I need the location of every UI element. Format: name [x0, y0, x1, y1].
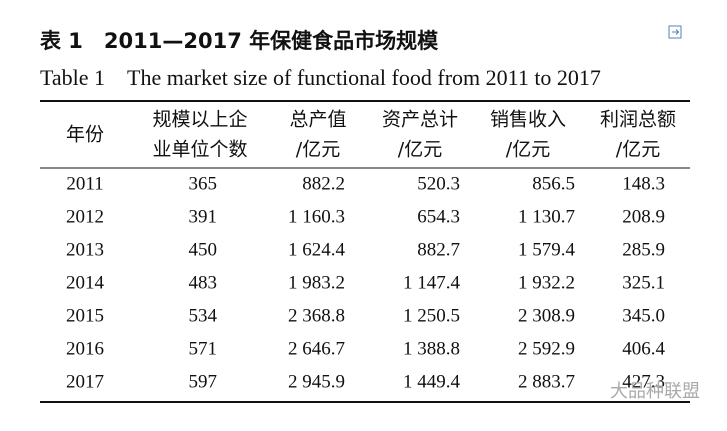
title: 表 1 2011—2017 年保健食品市场规模 [40, 29, 439, 53]
cell: 2 368.8 [288, 305, 345, 326]
cell: 2017 [66, 371, 104, 392]
cell: 856.5 [532, 173, 575, 194]
cell: 1 624.4 [288, 239, 346, 260]
header-cell: 利润总额 [600, 109, 676, 131]
cell: 391 [189, 206, 218, 227]
cell: 1 388.8 [403, 338, 460, 359]
cell: 2 592.9 [518, 338, 575, 359]
cell: 2013 [66, 239, 104, 260]
header-cell: /亿元 [506, 139, 550, 161]
icon [668, 25, 682, 39]
cell: 2012 [66, 206, 104, 227]
cell: 1 449.4 [403, 371, 461, 392]
cell: 1 579.4 [518, 239, 576, 260]
cell: 285.9 [622, 239, 665, 260]
cell: 2011 [66, 173, 103, 194]
cell: 406.4 [622, 338, 665, 359]
watermark: 大品种联盟 [610, 381, 700, 402]
cell: 148.3 [622, 173, 665, 194]
header-cell: /亿元 [616, 139, 660, 161]
header-cell: /亿元 [296, 139, 340, 161]
cell: 2014 [66, 272, 105, 293]
cell: 534 [189, 305, 218, 326]
cell: 2 308.9 [518, 305, 575, 326]
header-cell: 年份 [66, 124, 104, 146]
cell: 2016 [66, 338, 104, 359]
cell: 208.9 [622, 206, 665, 227]
cell: 2 945.9 [288, 371, 345, 392]
cell: 427.3 [622, 371, 665, 392]
cell: 1 147.4 [403, 272, 461, 293]
header-cell: /亿元 [398, 139, 442, 161]
cell: 1 130.7 [518, 206, 575, 227]
cell: 882.2 [302, 173, 345, 194]
cell: 1 932.2 [518, 272, 575, 293]
cell: 365 [189, 173, 218, 194]
cell: 2015 [66, 305, 104, 326]
cell: 325.1 [622, 272, 665, 293]
cell: 2 883.7 [518, 371, 575, 392]
cell: 1 250.5 [403, 305, 460, 326]
cell: 2 646.7 [288, 338, 345, 359]
cell: 882.7 [417, 239, 460, 260]
subtitle: Table 1 The market size of functional fo… [40, 65, 601, 90]
cell: 483 [189, 272, 218, 293]
header-cell: 总产值 [289, 109, 346, 131]
header-cell: 业单位个数 [152, 139, 247, 161]
cell: 520.3 [417, 173, 460, 194]
cell: 654.3 [417, 206, 460, 227]
header-cell: 销售收入 [490, 109, 566, 131]
cell: 450 [189, 239, 218, 260]
cell: 571 [189, 338, 218, 359]
header-cell: 资产总计 [382, 109, 458, 131]
cell: 1 983.2 [288, 272, 345, 293]
cell: 597 [189, 371, 218, 392]
cell: 1 160.3 [288, 206, 345, 227]
header-cell: 规模以上企 [152, 109, 247, 131]
cell: 345.0 [622, 305, 665, 326]
